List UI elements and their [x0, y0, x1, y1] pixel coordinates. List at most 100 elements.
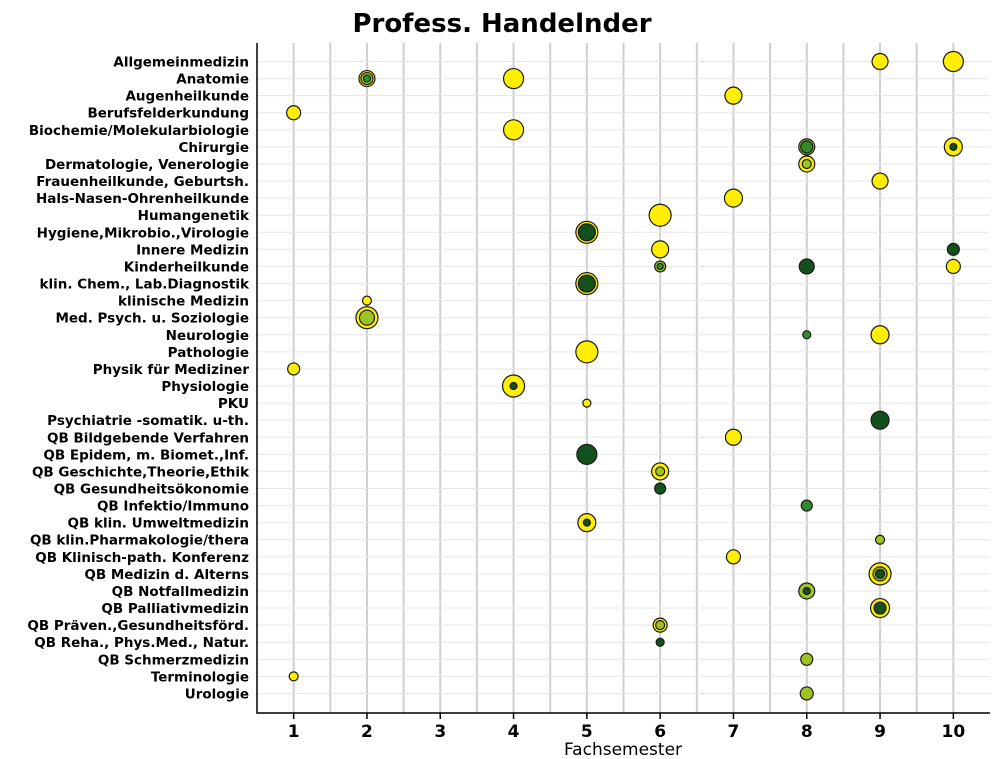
bubble-ring	[655, 620, 666, 631]
data-point	[577, 513, 597, 533]
y-tick-label: QB Medizin d. Alterns	[84, 567, 249, 583]
y-tick-label: QB Klinisch-path. Konferenz	[35, 550, 249, 566]
data-point	[358, 69, 376, 88]
bubble-ring	[361, 295, 373, 306]
data-point	[946, 242, 960, 256]
bubble-ring	[577, 223, 596, 242]
bubble-ring	[945, 258, 961, 275]
bubble-ring	[582, 398, 592, 408]
plot-axes	[256, 43, 990, 714]
y-tick-label: Augenheilkunde	[125, 89, 249, 105]
bubble-ring	[502, 67, 525, 90]
x-axis-ticks: 1 2 3 4 5 6 7 8 9 10	[288, 713, 966, 742]
grid-lines	[257, 43, 990, 713]
data-point	[725, 549, 742, 565]
bubble-ring	[870, 410, 890, 430]
x-tick-label: 10	[942, 722, 966, 742]
bubble-ring	[648, 203, 672, 227]
y-axis-labels: AllgemeinmedizinAnatomieAugenheilkundeBe…	[27, 55, 250, 703]
x-axis-label: Fachsemester	[564, 740, 682, 759]
y-tick-label: QB klin.Pharmakologie/thera	[30, 533, 249, 549]
y-tick-label: PKU	[218, 396, 249, 412]
bubble-ring	[800, 499, 813, 512]
bubble-ring	[724, 86, 743, 105]
bubble-ring	[800, 652, 814, 666]
y-tick-label: QB Schmerzmedizin	[98, 652, 249, 668]
bubble-ring	[654, 482, 667, 495]
y-tick-label: QB Palliativmedizin	[101, 601, 249, 617]
bubble-ring	[723, 188, 744, 208]
data-point	[943, 137, 963, 157]
y-tick-label: Innere Medizin	[136, 242, 249, 258]
data-point	[723, 188, 744, 208]
y-tick-label: Anatomie	[176, 72, 249, 88]
bubble-ring	[802, 586, 811, 596]
y-tick-label: QB klin. Umweltmedizin	[68, 516, 250, 532]
bubble-ring	[577, 274, 596, 293]
data-point	[798, 138, 816, 156]
bubble-ring	[874, 534, 886, 545]
x-tick-label: 8	[801, 722, 813, 742]
data-point	[870, 325, 890, 345]
y-tick-label: Hygiene,Mikrobio.,Virologie	[37, 225, 249, 241]
data-point	[724, 86, 743, 105]
y-tick-label: Biochemie/Molekularbiologie	[29, 123, 249, 139]
data-point	[355, 306, 379, 330]
y-tick-label: Chirurgie	[178, 140, 249, 156]
data-point	[502, 67, 525, 90]
bubble-ring	[655, 637, 665, 647]
data-point	[800, 652, 814, 666]
y-tick-label: QB Gesundheitsökonomie	[54, 482, 249, 498]
bubble-ring	[949, 142, 958, 151]
data-point	[945, 258, 961, 275]
data-point	[652, 617, 668, 633]
data-point	[501, 374, 526, 398]
y-tick-label: Humangenetik	[138, 208, 250, 224]
data-point	[871, 52, 889, 71]
data-point	[575, 220, 599, 244]
bubble-ring	[288, 671, 299, 682]
bubble-ring	[946, 242, 960, 256]
data-point	[361, 295, 373, 306]
data-point	[286, 105, 302, 121]
bubble-ring	[871, 52, 889, 71]
y-tick-label: QB Epidem, m. Biomet.,Inf.	[43, 447, 249, 463]
x-tick-label: 5	[581, 722, 593, 742]
data-point	[287, 362, 301, 376]
y-tick-label: klinische Medizin	[118, 294, 249, 310]
data-point	[869, 597, 891, 619]
data-point	[942, 50, 964, 73]
bubble-ring	[725, 549, 742, 565]
data-point	[800, 499, 813, 512]
chart-title: Profess. Handelnder	[352, 9, 651, 39]
x-tick-label: 4	[508, 722, 520, 742]
bubble-ring	[286, 105, 302, 121]
bubble-ring	[724, 428, 743, 446]
data-point	[802, 330, 812, 340]
data-point	[874, 534, 886, 545]
bubble-ring	[358, 309, 376, 326]
y-tick-label: Dermatologie, Venerologie	[45, 157, 249, 173]
y-tick-label: Neurologie	[166, 328, 249, 344]
bubble-ring	[802, 330, 812, 340]
plot-frame	[256, 43, 990, 714]
y-tick-label: Allgemeinmedizin	[113, 55, 249, 71]
bubble-ring	[362, 74, 372, 83]
data-point	[871, 172, 889, 190]
y-tick-label: klin. Chem., Lab.Diagnostik	[40, 277, 250, 293]
y-tick-label: QB Infektio/Immuno	[97, 499, 249, 515]
data-point	[651, 240, 670, 259]
data-point	[648, 203, 672, 227]
y-tick-label: Pathologie	[168, 345, 249, 361]
data-point	[870, 410, 890, 430]
bubble-ring	[656, 262, 664, 271]
bubble-ring	[651, 240, 670, 259]
y-tick-label: Physiologie	[161, 379, 249, 395]
data-point	[576, 443, 598, 465]
y-tick-label: QB Notfallmedizin	[112, 584, 249, 600]
data-point	[575, 271, 599, 296]
y-tick-label: QB Reha., Phys.Med., Natur.	[34, 635, 249, 651]
data-point	[798, 582, 816, 600]
y-tick-label: Physik für Mediziner	[93, 362, 250, 378]
